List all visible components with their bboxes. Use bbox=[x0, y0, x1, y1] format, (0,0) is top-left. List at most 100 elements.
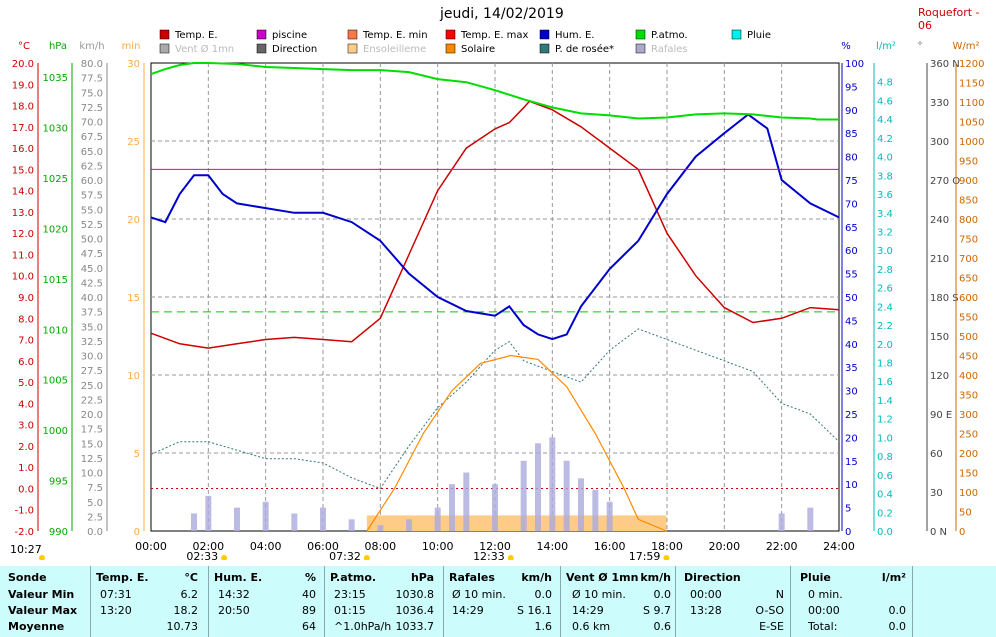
tick-humidity: 95 bbox=[845, 82, 858, 93]
tick-wind: 0.0 bbox=[87, 527, 103, 538]
summary-cell: Ø 10 min. bbox=[572, 588, 626, 601]
x-tick-label: 22:00 bbox=[766, 540, 798, 553]
sunrise-label: 07:32 bbox=[329, 550, 361, 560]
tick-minutes: 10 bbox=[127, 371, 140, 382]
tick-temp: 4.0 bbox=[18, 399, 34, 410]
x-tick-label: 14:00 bbox=[536, 540, 568, 553]
summary-cell: 89 bbox=[302, 604, 316, 617]
summary-header: P.atmo. bbox=[330, 571, 377, 584]
tick-wind: 22.5 bbox=[81, 395, 103, 406]
summary-cell: 23:15 bbox=[334, 588, 366, 601]
tick-direction: 210 bbox=[930, 254, 949, 265]
moonrise-label: 10:27 bbox=[10, 543, 42, 556]
tick-temp: 18.0 bbox=[12, 102, 34, 113]
tick-humidity: 25 bbox=[845, 410, 858, 421]
tick-direction: 120 bbox=[930, 371, 949, 382]
tick-solar: 800 bbox=[959, 215, 978, 226]
legend-swatch bbox=[256, 29, 267, 40]
tick-solar: 550 bbox=[959, 313, 978, 324]
tick-humidity: 30 bbox=[845, 387, 858, 398]
summary-cell: 0.0 bbox=[653, 588, 672, 601]
summary-header: km/h bbox=[521, 571, 552, 584]
legend-swatch bbox=[159, 29, 170, 40]
tick-minutes: 20 bbox=[127, 215, 140, 226]
tick-humidity: 5 bbox=[845, 504, 851, 515]
summary-cell: 14:29 bbox=[452, 604, 484, 617]
tick-wind: 7.5 bbox=[87, 483, 103, 494]
tick-rain: 1.8 bbox=[877, 359, 893, 370]
tick-pressure: 990 bbox=[49, 527, 68, 538]
tick-humidity: 20 bbox=[845, 433, 858, 444]
series-solaire bbox=[366, 354, 667, 532]
legend-swatch bbox=[731, 29, 742, 40]
tick-humidity: 40 bbox=[845, 340, 858, 351]
gust-bar bbox=[377, 525, 384, 531]
summary-cell: 00:00 bbox=[690, 588, 722, 601]
tick-humidity: 80 bbox=[845, 153, 858, 164]
summary-cell: 1033.7 bbox=[395, 620, 435, 633]
summary-separator bbox=[912, 566, 913, 637]
tick-pressure: 1015 bbox=[43, 275, 68, 286]
tick-minutes: 5 bbox=[134, 449, 140, 460]
tick-solar: 500 bbox=[959, 332, 978, 343]
legend-item-10: Solaire bbox=[461, 44, 495, 55]
tick-solar: 150 bbox=[959, 469, 978, 480]
x-tick-label: 20:00 bbox=[708, 540, 740, 553]
tick-solar: 100 bbox=[959, 488, 978, 499]
series-p-atmo- bbox=[150, 62, 839, 121]
gust-bar bbox=[463, 472, 470, 531]
summary-separator bbox=[560, 566, 561, 637]
sunset-label: 17:59 bbox=[629, 550, 661, 560]
tick-temp: 9.0 bbox=[18, 293, 34, 304]
summary-cell: 13:28 bbox=[690, 604, 722, 617]
tick-wind: 70.0 bbox=[81, 118, 103, 129]
tick-solar: 350 bbox=[959, 391, 978, 402]
gust-bar bbox=[434, 507, 441, 531]
tick-temp: 2.0 bbox=[18, 442, 34, 453]
tick-rain: 4.4 bbox=[877, 115, 893, 126]
legend-swatch bbox=[539, 43, 550, 54]
tick-wind: 80.0 bbox=[81, 59, 103, 70]
gust-bar bbox=[191, 513, 197, 531]
summary-header: Sonde bbox=[8, 571, 47, 584]
legend-item-2: Temp. E. min bbox=[362, 30, 428, 41]
summary-cell: 01:15 bbox=[334, 604, 366, 617]
tick-solar: 0 bbox=[959, 527, 965, 538]
tick-solar: 250 bbox=[959, 430, 978, 441]
sun-marker bbox=[363, 555, 370, 560]
summary-separator bbox=[675, 566, 676, 637]
tick-rain: 2.0 bbox=[877, 340, 893, 351]
tick-pressure: 1025 bbox=[43, 174, 68, 185]
gust-bar bbox=[492, 484, 498, 531]
tick-solar: 400 bbox=[959, 371, 978, 382]
legend-swatch bbox=[445, 43, 456, 54]
summary-cell: 1036.4 bbox=[395, 604, 435, 617]
summary-header: Hum. E. bbox=[214, 571, 263, 584]
tick-temp: 15.0 bbox=[12, 165, 34, 176]
summary-header: Temp. E. bbox=[96, 571, 149, 584]
tick-direction: 360 N bbox=[930, 59, 960, 70]
summary-separator bbox=[443, 566, 444, 637]
tick-humidity: 35 bbox=[845, 363, 858, 374]
summary-header: Rafales bbox=[449, 571, 495, 584]
tick-humidity: 65 bbox=[845, 223, 858, 234]
gust-bar bbox=[291, 513, 298, 531]
gust-bar bbox=[449, 484, 455, 531]
tick-temp: -1.0 bbox=[14, 506, 34, 517]
summary-header: Direction bbox=[684, 571, 741, 584]
legend-item-11: P. de rosée* bbox=[555, 43, 614, 55]
legend-item-7: Vent Ø 1mn bbox=[175, 43, 234, 55]
tick-wind: 42.5 bbox=[81, 278, 103, 289]
tick-solar: 200 bbox=[959, 449, 978, 460]
station-name: Roquefort - 06 bbox=[918, 6, 980, 32]
summary-cell: Ø 10 min. bbox=[452, 588, 506, 601]
tick-solar: 650 bbox=[959, 274, 978, 285]
summary-cell: 1.6 bbox=[534, 620, 553, 633]
summary-cell: S 16.1 bbox=[517, 604, 552, 617]
x-tick-label: 08:00 bbox=[364, 540, 396, 553]
transit-label: 12:33 bbox=[473, 550, 505, 560]
summary-cell: ^1.0hPa/h bbox=[334, 620, 392, 633]
gust-bar bbox=[578, 478, 584, 531]
tick-solar: 1050 bbox=[959, 118, 984, 129]
summary-separator bbox=[90, 566, 91, 637]
